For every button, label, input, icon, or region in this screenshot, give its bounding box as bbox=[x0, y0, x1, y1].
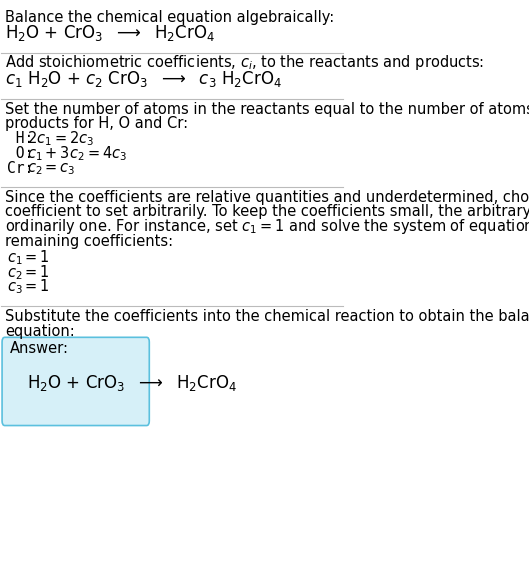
Text: $c_3 = 1$: $c_3 = 1$ bbox=[6, 278, 49, 296]
FancyBboxPatch shape bbox=[2, 338, 149, 426]
Text: $2 c_1 = 2 c_3$: $2 c_1 = 2 c_3$ bbox=[27, 129, 94, 148]
Text: remaining coefficients:: remaining coefficients: bbox=[5, 234, 173, 248]
Text: Cr:: Cr: bbox=[6, 161, 33, 176]
Text: Since the coefficients are relative quantities and underdetermined, choose a: Since the coefficients are relative quan… bbox=[5, 190, 529, 205]
Text: Balance the chemical equation algebraically:: Balance the chemical equation algebraica… bbox=[5, 10, 334, 25]
Text: O:: O: bbox=[6, 146, 33, 161]
Text: $c_1 = 1$: $c_1 = 1$ bbox=[6, 248, 49, 267]
Text: Substitute the coefficients into the chemical reaction to obtain the balanced: Substitute the coefficients into the che… bbox=[5, 309, 529, 324]
Text: $c_1$ H$_2$O + $c_2$ CrO$_3$  $\longrightarrow$  $c_3$ H$_2$CrO$_4$: $c_1$ H$_2$O + $c_2$ CrO$_3$ $\longright… bbox=[5, 69, 282, 89]
Text: products for H, O and Cr:: products for H, O and Cr: bbox=[5, 116, 188, 131]
Text: equation:: equation: bbox=[5, 323, 75, 339]
Text: Set the number of atoms in the reactants equal to the number of atoms in the: Set the number of atoms in the reactants… bbox=[5, 102, 529, 117]
Text: ordinarily one. For instance, set $c_1 = 1$ and solve the system of equations fo: ordinarily one. For instance, set $c_1 =… bbox=[5, 217, 529, 236]
Text: $c_2 = 1$: $c_2 = 1$ bbox=[6, 263, 49, 282]
Text: Add stoichiometric coefficients, $c_i$, to the reactants and products:: Add stoichiometric coefficients, $c_i$, … bbox=[5, 53, 484, 72]
Text: $c_2 = c_3$: $c_2 = c_3$ bbox=[27, 161, 76, 177]
Text: H$_2$O + CrO$_3$  $\longrightarrow$  H$_2$CrO$_4$: H$_2$O + CrO$_3$ $\longrightarrow$ H$_2$… bbox=[5, 23, 215, 43]
Text: H:: H: bbox=[6, 131, 33, 146]
Text: H$_2$O + CrO$_3$  $\longrightarrow$  H$_2$CrO$_4$: H$_2$O + CrO$_3$ $\longrightarrow$ H$_2$… bbox=[27, 373, 237, 393]
Text: Answer:: Answer: bbox=[10, 341, 69, 356]
Text: $c_1 + 3 c_2 = 4 c_3$: $c_1 + 3 c_2 = 4 c_3$ bbox=[27, 144, 127, 163]
Text: coefficient to set arbitrarily. To keep the coefficients small, the arbitrary va: coefficient to set arbitrarily. To keep … bbox=[5, 204, 529, 220]
